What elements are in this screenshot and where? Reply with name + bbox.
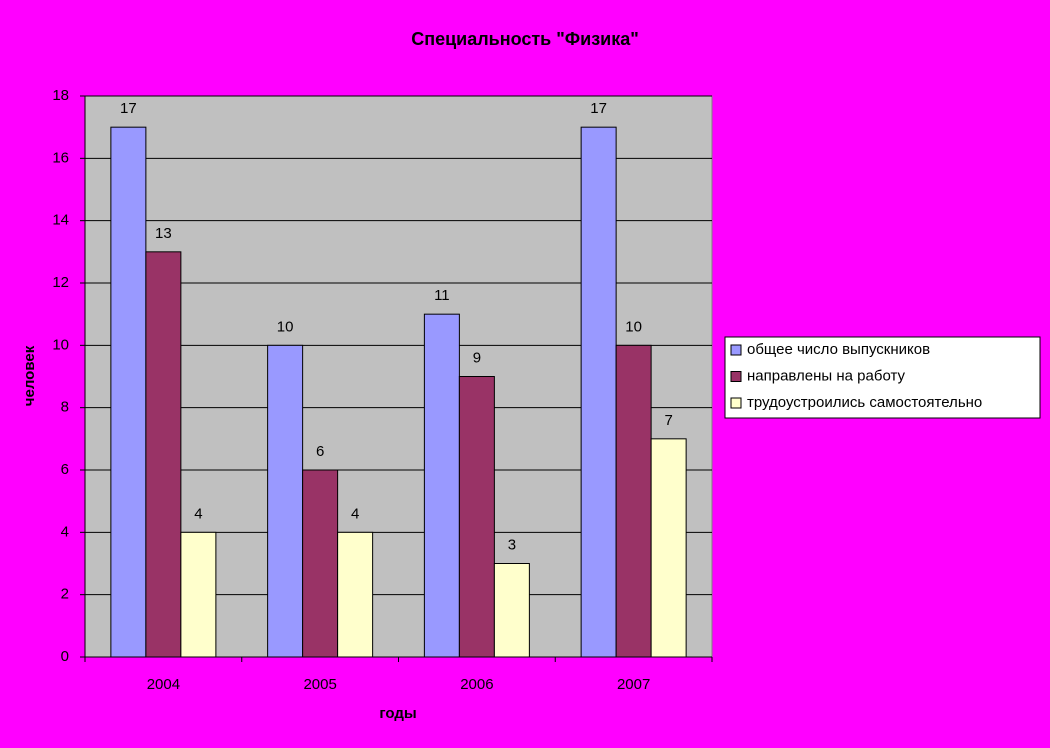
y-tick-label: 6 (61, 461, 69, 478)
data-label: 11 (434, 287, 450, 304)
y-axis-label: человек (21, 345, 38, 406)
y-tick-label: 8 (61, 399, 69, 416)
data-label: 10 (625, 318, 642, 335)
legend-label: трудоустроились самостоятельно (747, 394, 982, 411)
y-tick-label: 10 (52, 336, 69, 353)
y-tick-label: 2 (61, 586, 69, 603)
x-tick-label: 2005 (303, 676, 336, 693)
data-label: 4 (194, 505, 202, 522)
x-tick-label: 2004 (147, 676, 180, 693)
bar (423, 313, 460, 658)
bar (580, 126, 617, 658)
bar (615, 344, 652, 658)
bar (458, 376, 495, 658)
y-tick-label: 12 (52, 274, 69, 291)
bar (180, 531, 217, 658)
legend-swatch (730, 397, 742, 409)
data-label: 4 (351, 505, 359, 522)
data-label: 13 (155, 225, 172, 242)
y-tick-label: 16 (52, 149, 69, 166)
bar (145, 251, 182, 658)
x-tick-label: 2006 (460, 676, 493, 693)
legend-label: общее число выпускников (747, 341, 930, 358)
bar (110, 126, 147, 658)
x-axis-label: годы (379, 705, 416, 722)
data-label: 10 (277, 318, 294, 335)
bar (493, 563, 530, 658)
bar (650, 438, 687, 658)
data-label: 17 (120, 100, 137, 117)
data-label: 6 (316, 443, 324, 460)
data-label: 3 (508, 536, 516, 553)
bar (302, 469, 339, 658)
chart-title: Специальность "Физика" (411, 29, 639, 49)
bar (267, 344, 304, 658)
bar (337, 531, 374, 658)
legend-swatch (730, 371, 742, 382)
legend (724, 336, 1041, 419)
legend-swatch (730, 344, 742, 356)
data-label: 17 (590, 100, 607, 117)
x-tick-label: 2007 (617, 676, 650, 693)
y-tick-label: 0 (61, 648, 69, 665)
legend-label: направлены на работу (747, 367, 906, 384)
y-tick-label: 14 (52, 212, 69, 229)
y-tick-label: 18 (52, 87, 69, 104)
y-tick-label: 4 (61, 523, 69, 540)
data-label: 7 (664, 412, 672, 429)
data-label: 9 (473, 349, 481, 366)
